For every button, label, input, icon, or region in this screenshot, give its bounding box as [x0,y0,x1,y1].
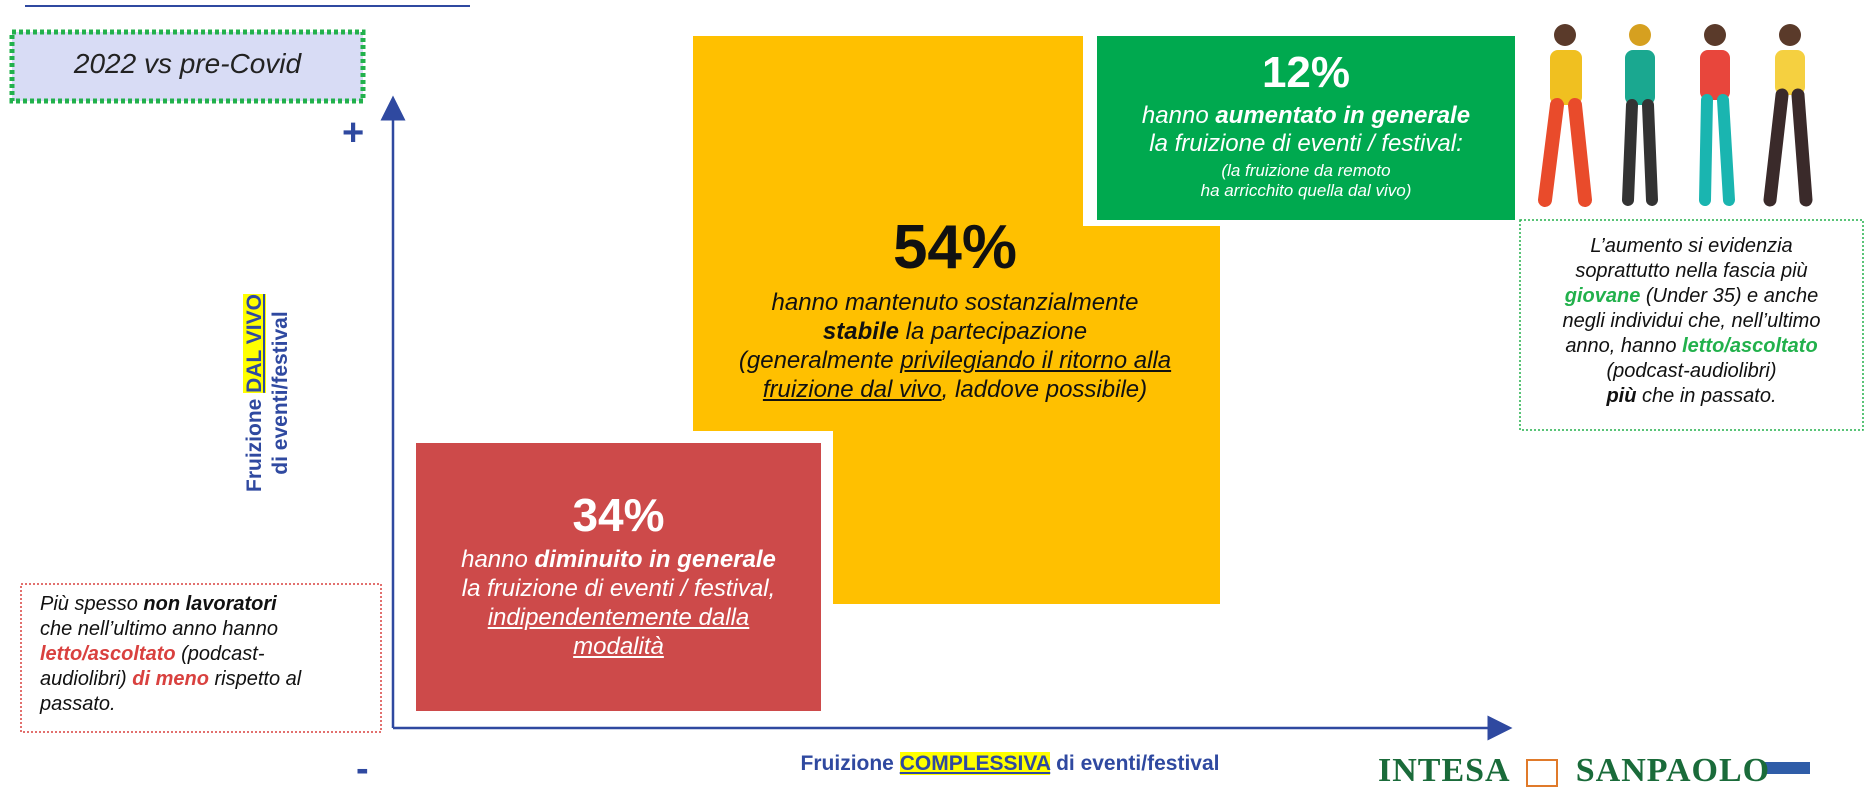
text-run: di eventi/festival [1050,752,1220,775]
text-run: rispetto al [208,668,302,690]
text-run: letto/ascoltato [40,643,176,665]
text-run: giovane [1564,285,1641,307]
text-line: hanno aumentato in generale [1097,102,1515,130]
stable-area [693,36,1220,604]
title-frame [9,29,366,104]
text-line: (generalmente privilegiando il ritorno a… [700,346,1210,375]
text-run: (Under 35) e anche [1640,285,1819,307]
text-line: letto/ascoltato (podcast- [40,642,380,667]
text-run: di meno [132,668,209,690]
minus-sign: - [356,748,369,790]
text-run: anno, hanno [1565,335,1683,357]
stable-percent: 54% [892,213,1018,282]
left-note-frame [20,583,382,733]
logo-left: INTESA [1378,752,1509,789]
text-run: fruizione dal vivo [762,376,942,403]
text-line: Fruizione DAL VIVO [242,213,268,573]
text-run: soprattutto nella fascia più [1575,260,1808,282]
text-line: Più spesso non lavoratori [40,592,380,617]
plus-sign: + [342,112,365,154]
right-note: L’aumento si evidenzia soprattutto nella … [1520,234,1863,409]
increased-text: hanno aumentato in generale la fruizione … [1097,102,1515,158]
text-line: la fruizione di eventi / festival, [416,574,821,603]
text-run: Fruizione [800,752,900,775]
text-line: passato. [40,692,380,717]
logo-mark [1765,762,1810,774]
logo-right: SANPAOLO [1575,752,1771,789]
graphics [9,5,1864,774]
text-run: (la fruizione da remoto [1221,161,1391,180]
text-line: giovane (Under 35) e anche [1520,284,1863,309]
text-run: che in passato. [1636,385,1777,407]
text-run: più [1606,385,1637,407]
text-line: modalità [416,632,821,661]
text-run: hanno mantenuto sostanzialmente [771,289,1139,316]
text-run: la fruizione di eventi / festival, [461,575,776,602]
text-run: COMPLESSIVA [899,752,1051,775]
text-line: negli individui che, nell’ultimo [1520,309,1863,334]
increased-note: (la fruizione da remoto ha arricchito que… [1097,161,1515,201]
left-note: Più spesso non lavoratori che nell’ultimo… [40,592,380,717]
text-line: soprattutto nella fascia più [1520,259,1863,284]
text-run: aumentato in generale [1215,102,1471,129]
text-line: L’aumento si evidenzia [1520,234,1863,259]
text-run: audiolibri) [40,668,133,690]
illustration [1538,24,1813,207]
text-run: la partecipazione [898,318,1088,345]
text-run: che nell’ultimo anno hanno [40,618,278,640]
text-run: indipendentemente dalla [487,604,750,631]
decreased-text: hanno diminuito in generale la fruizione … [416,545,821,661]
text-run: negli individui che, nell’ultimo [1562,310,1821,332]
text-run: modalità [573,633,664,660]
text-run: la fruizione di eventi / festival: [1149,130,1463,157]
text-line: audiolibri) di meno rispetto al [40,667,380,692]
text-line: più che in passato. [1520,384,1863,409]
text-run: stabile [822,318,899,345]
text-line: (podcast-audiolibri) [1520,359,1863,384]
stable-text: hanno mantenuto sostanzialmente stabile l… [700,288,1210,404]
text-line: stabile la partecipazione [700,317,1210,346]
text-run: (podcast-audiolibri) [1606,360,1777,382]
text-run: DAL VIVO [243,294,266,393]
title-box: 2022 vs pre-Covid [73,48,302,79]
slide: 2022 vs pre-Covid + - Fruizione DAL VIVO… [9,5,1864,790]
y-axis-label: Fruizione DAL VIVO di eventi/festival [242,213,294,573]
text-run: L’aumento si evidenzia [1590,235,1793,257]
text-run: Più spesso [40,593,144,615]
text-run: ha arricchito quella dal vivo) [1200,181,1412,200]
text-line: ha arricchito quella dal vivo) [1097,181,1515,201]
increased-area [1097,36,1515,220]
decreased-percent: 34% [572,489,665,541]
text-line: (la fruizione da remoto [1097,161,1515,181]
text-run: passato. [40,693,116,715]
logo-icon [1526,759,1559,788]
text-line: Fruizione COMPLESSIVA di eventi/festival [700,752,1320,776]
text-run: (generalmente [738,347,901,374]
right-note-frame [1519,219,1864,431]
text-line: hanno mantenuto sostanzialmente [700,288,1210,317]
text-run: di eventi/festival [269,311,292,475]
text-run: diminuito in generale [534,546,776,573]
text-run: Fruizione [243,392,266,492]
x-axis-label: Fruizione COMPLESSIVA di eventi/festival [700,752,1320,776]
text-line: hanno diminuito in generale [416,545,821,574]
decreased-area [416,443,821,711]
text-run: non lavoratori [143,593,277,615]
text-line: indipendentemente dalla [416,603,821,632]
text-line: anno, hanno letto/ascoltato [1520,334,1863,359]
text-run: (podcast- [175,643,265,665]
text-run: hanno [461,546,535,573]
text-line: fruizione dal vivo, laddove possibile) [700,375,1210,404]
increased-percent: 12% [1261,48,1351,97]
text-run: privilegiando il ritorno alla [900,347,1172,374]
text-line: che nell’ultimo anno hanno [40,617,380,642]
text-run: , laddove possibile) [941,376,1148,403]
text-line: di eventi/festival [268,213,294,573]
text-line: la fruizione di eventi / festival: [1097,130,1515,158]
text-run: hanno [1141,102,1216,129]
logo: INTESA SANPAOLO [1378,752,1770,790]
text-run: letto/ascoltato [1682,335,1818,357]
